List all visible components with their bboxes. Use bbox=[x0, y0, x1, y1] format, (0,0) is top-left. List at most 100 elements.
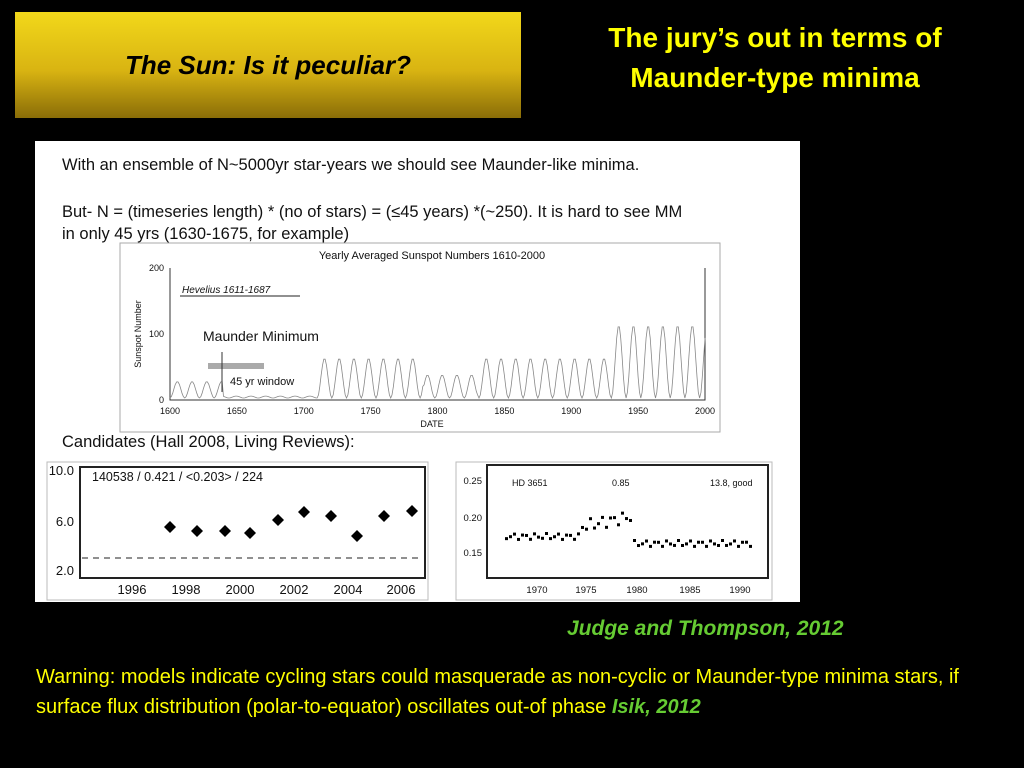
annotation: 45 yr window bbox=[230, 376, 294, 388]
subtitle-line: The jury’s out in terms of bbox=[608, 22, 942, 53]
point bbox=[629, 518, 632, 522]
label: Yearly Averaged Sunspot Numbers 1610-200… bbox=[319, 250, 545, 262]
point bbox=[669, 542, 672, 546]
window-bar bbox=[208, 363, 264, 369]
point bbox=[605, 525, 608, 529]
point bbox=[597, 522, 600, 526]
axis bbox=[79, 466, 426, 579]
x-tick-label: 1800 bbox=[427, 406, 447, 416]
point bbox=[709, 539, 712, 543]
point bbox=[641, 542, 644, 546]
point bbox=[565, 533, 568, 537]
point bbox=[585, 527, 588, 531]
marker bbox=[378, 510, 390, 522]
point bbox=[705, 544, 708, 548]
y-tick-label: 200 bbox=[149, 263, 164, 273]
point bbox=[717, 543, 720, 547]
marker bbox=[219, 525, 231, 537]
point bbox=[617, 523, 620, 527]
point bbox=[537, 535, 540, 539]
y-label: Sunspot Number bbox=[133, 300, 143, 368]
x-tick-label: 1650 bbox=[227, 406, 247, 416]
x-tick-label: 1985 bbox=[679, 585, 700, 596]
point bbox=[697, 540, 700, 544]
x-tick-label: 1970 bbox=[526, 585, 547, 596]
y-tick-label: 0.25 bbox=[464, 476, 483, 487]
point bbox=[529, 537, 532, 541]
citation: Isik, 2012 bbox=[611, 696, 701, 718]
annotation: Maunder Minimum bbox=[203, 328, 319, 344]
y-tick-label: 10.0 bbox=[49, 463, 74, 478]
marker bbox=[272, 514, 284, 526]
x-tick-label: 1950 bbox=[628, 406, 648, 416]
point bbox=[533, 532, 536, 536]
point bbox=[557, 532, 560, 536]
point bbox=[657, 540, 660, 544]
point bbox=[561, 537, 564, 541]
x-tick-label: 2000 bbox=[226, 582, 255, 597]
marker bbox=[406, 505, 418, 517]
x-tick-label: 1850 bbox=[494, 406, 514, 416]
point bbox=[725, 543, 728, 547]
y-tick-label: 6.0 bbox=[56, 514, 74, 529]
point bbox=[505, 537, 508, 541]
x-tick-label: 2000 bbox=[695, 406, 715, 416]
plot-label: 13.8, good bbox=[710, 478, 753, 488]
point bbox=[649, 544, 652, 548]
point bbox=[729, 542, 732, 546]
point bbox=[749, 544, 752, 548]
point bbox=[593, 526, 596, 530]
warning-text: Warning: models indicate cycling stars c… bbox=[36, 666, 959, 718]
point bbox=[545, 532, 548, 536]
point bbox=[601, 515, 604, 519]
point bbox=[613, 516, 616, 520]
annotation: Hevelius 1611-1687 bbox=[182, 285, 271, 296]
point bbox=[581, 525, 584, 529]
point bbox=[517, 537, 520, 541]
y-tick-label: 0.15 bbox=[464, 548, 483, 559]
axis bbox=[169, 268, 706, 401]
title-box: The Sun: Is it peculiar? bbox=[15, 12, 521, 118]
point bbox=[673, 543, 676, 547]
x-tick-label: 1600 bbox=[160, 406, 180, 416]
x-tick-label: 1998 bbox=[172, 582, 201, 597]
point bbox=[553, 535, 556, 539]
point bbox=[637, 544, 640, 548]
point bbox=[549, 537, 552, 541]
label: Candidates (Hall 2008, Living Reviews): bbox=[62, 433, 355, 451]
label: But- N = (timeseries length) * (no of st… bbox=[62, 203, 682, 221]
marker bbox=[244, 527, 256, 539]
plot-header: 140538 / 0.421 / <0.203> / 224 bbox=[92, 470, 263, 484]
point bbox=[681, 543, 684, 547]
x-label: DATE bbox=[420, 419, 443, 429]
point bbox=[733, 539, 736, 543]
x-tick-label: 2006 bbox=[387, 582, 416, 597]
marker bbox=[164, 521, 176, 533]
point bbox=[653, 540, 656, 544]
point bbox=[665, 539, 668, 543]
y-tick-label: 0.20 bbox=[464, 513, 483, 524]
point bbox=[541, 536, 544, 540]
point bbox=[569, 533, 572, 537]
plot-label: 0.85 bbox=[612, 478, 630, 488]
subtitle-line: Maunder-type minima bbox=[630, 62, 920, 93]
point bbox=[573, 537, 576, 541]
point bbox=[589, 517, 592, 521]
x-tick-label: 1975 bbox=[575, 585, 596, 596]
point bbox=[721, 539, 724, 542]
marker bbox=[351, 530, 363, 542]
warning: Warning: models indicate cycling stars c… bbox=[36, 662, 1021, 722]
x-tick-label: 1700 bbox=[294, 406, 314, 416]
point bbox=[633, 539, 636, 543]
point bbox=[661, 544, 664, 548]
axis bbox=[486, 464, 769, 579]
marker bbox=[325, 510, 337, 522]
point bbox=[621, 511, 624, 515]
y-tick-label: 2.0 bbox=[56, 563, 74, 578]
point bbox=[693, 544, 696, 548]
point bbox=[713, 542, 716, 546]
subtitle: The jury’s out in terms of Maunder-type … bbox=[530, 18, 1020, 98]
x-tick-label: 2004 bbox=[334, 582, 363, 597]
point bbox=[677, 539, 680, 543]
point bbox=[685, 542, 688, 546]
